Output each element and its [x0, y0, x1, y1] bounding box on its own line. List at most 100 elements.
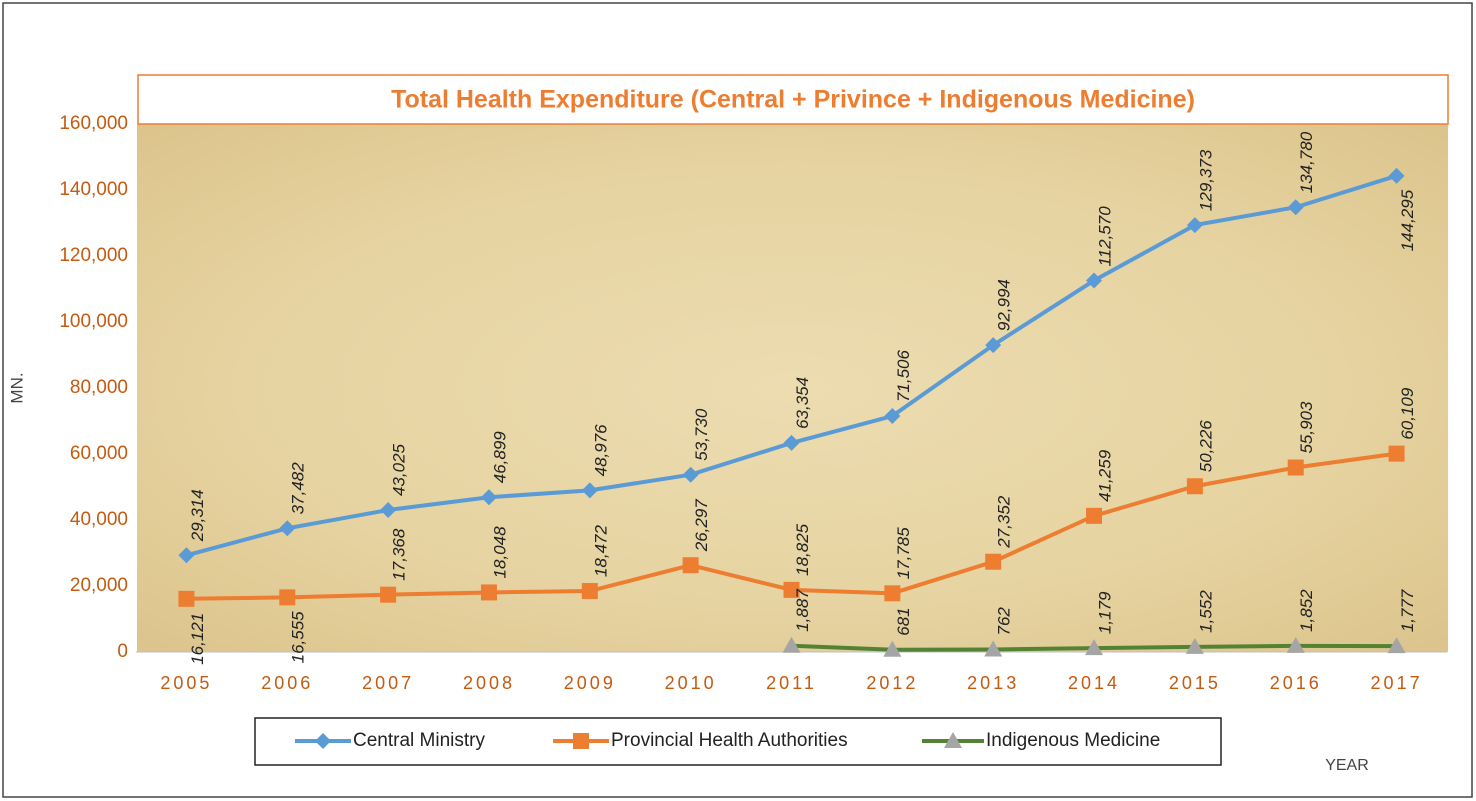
data-label: 46,899	[490, 431, 509, 484]
plot-background	[137, 124, 1448, 652]
data-label: 17,368	[390, 528, 409, 581]
data-point	[1185, 637, 1204, 654]
legend-marker	[944, 732, 962, 748]
data-point	[783, 581, 800, 598]
legend-marker	[315, 733, 331, 749]
data-point	[480, 584, 497, 601]
data-point	[581, 583, 598, 600]
data-point	[480, 489, 497, 506]
legend-label: Provincial Health Authorities	[611, 730, 848, 751]
data-label: 1,777	[1398, 589, 1417, 632]
data-label: 48,976	[591, 424, 610, 477]
data-label: 71,506	[894, 349, 913, 402]
data-label: 50,226	[1196, 420, 1215, 473]
data-label: 17,785	[894, 527, 913, 580]
data-label: 27,352	[995, 495, 1014, 549]
data-label: 16,121	[188, 613, 207, 665]
data-point	[1086, 507, 1103, 524]
data-point	[279, 589, 296, 606]
data-label: 1,887	[793, 589, 812, 632]
data-point	[178, 590, 195, 607]
title-box	[137, 74, 1449, 125]
data-label: 18,825	[793, 523, 812, 576]
y-tick-label: 60,000	[70, 443, 128, 464]
data-label: 18,472	[591, 525, 610, 578]
data-label: 129,373	[1196, 149, 1215, 211]
x-tick-label: 2010	[665, 673, 717, 693]
legend-box	[254, 717, 1222, 766]
data-point	[682, 466, 699, 483]
data-point	[581, 482, 598, 499]
legend-label: Central Ministry	[353, 730, 485, 751]
x-tick-label: 2005	[160, 673, 212, 693]
data-point	[1086, 272, 1103, 289]
data-label: 762	[995, 607, 1014, 636]
data-point	[782, 636, 801, 653]
data-point	[884, 408, 901, 425]
data-label: 144,295	[1398, 189, 1417, 251]
data-point	[380, 502, 397, 519]
y-tick-label: 40,000	[70, 509, 128, 530]
data-label: 29,314	[188, 489, 207, 542]
x-tick-label: 2013	[967, 673, 1019, 693]
data-point	[1388, 445, 1405, 462]
data-point	[985, 337, 1002, 354]
data-label: 37,482	[289, 462, 308, 515]
data-label: 53,730	[692, 408, 711, 461]
data-point	[1286, 636, 1305, 653]
y-axis-label: MN.	[7, 372, 26, 403]
data-point	[985, 553, 1002, 570]
y-tick-label: 0	[117, 641, 128, 662]
data-label: 55,903	[1297, 401, 1316, 454]
y-tick-label: 80,000	[70, 377, 128, 398]
data-label: 1,852	[1297, 589, 1316, 632]
data-label: 60,109	[1398, 387, 1417, 440]
data-point	[279, 520, 296, 537]
chart-title: Total Health Expenditure (Central + Priv…	[391, 86, 1195, 114]
x-tick-label: 2012	[866, 673, 918, 693]
y-tick-label: 140,000	[59, 179, 128, 200]
data-label: 134,780	[1297, 131, 1316, 193]
data-label: 41,259	[1096, 449, 1115, 502]
x-tick-label: 2009	[564, 673, 616, 693]
data-point	[1287, 199, 1304, 216]
x-tick-label: 2016	[1270, 673, 1322, 693]
data-label: 63,354	[793, 377, 812, 429]
legend-marker	[573, 733, 589, 749]
x-tick-label: 2007	[362, 673, 414, 693]
data-point	[1085, 639, 1104, 656]
x-tick-label: 2014	[1068, 673, 1120, 693]
data-label: 1,179	[1096, 591, 1115, 634]
y-tick-label: 100,000	[59, 311, 128, 332]
data-point	[1287, 459, 1304, 476]
data-point	[984, 640, 1003, 657]
data-point	[1186, 217, 1203, 234]
y-tick-label: 160,000	[59, 113, 128, 134]
legend-label: Indigenous Medicine	[986, 730, 1160, 751]
data-point	[783, 434, 800, 451]
data-label: 43,025	[390, 443, 409, 496]
data-point	[1387, 637, 1406, 654]
y-tick-label: 120,000	[59, 245, 128, 266]
data-label: 92,994	[995, 279, 1014, 331]
data-label: 681	[894, 607, 913, 635]
data-point	[884, 585, 901, 602]
data-label: 26,297	[692, 499, 711, 553]
x-tick-label: 2015	[1169, 673, 1221, 693]
x-tick-label: 2006	[261, 673, 313, 693]
data-point	[178, 547, 195, 564]
data-point	[682, 557, 699, 574]
data-label: 18,048	[490, 526, 509, 579]
data-point	[1388, 167, 1405, 184]
data-point	[1186, 478, 1203, 495]
x-tick-label: 2008	[463, 673, 515, 693]
data-point	[883, 640, 902, 657]
data-point	[380, 586, 397, 603]
x-axis-label: YEAR	[1325, 757, 1369, 774]
x-tick-label: 2011	[766, 673, 817, 693]
data-label: 112,570	[1096, 206, 1115, 267]
x-tick-label: 2017	[1371, 673, 1423, 693]
y-tick-label: 20,000	[70, 575, 128, 596]
data-label: 1,552	[1196, 590, 1215, 633]
